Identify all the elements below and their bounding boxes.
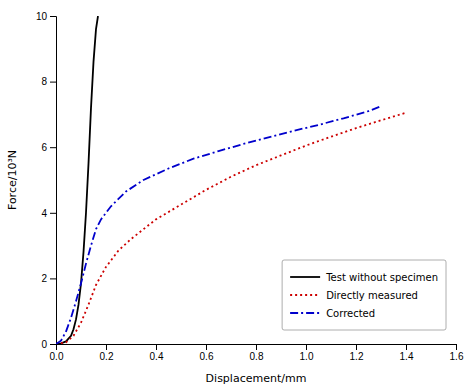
- x-axis-domain: [57, 345, 457, 351]
- legend-swatch: [290, 312, 320, 314]
- y-axis-tick: 8: [41, 76, 56, 87]
- x-axis-tick: 0.8: [250, 344, 264, 362]
- legend-frame: [282, 260, 446, 330]
- x-axis-tick: 1.6: [450, 344, 464, 362]
- x-axis-tick-mark: [106, 344, 107, 350]
- y-axis-tick: 0: [41, 339, 56, 350]
- x-axis-tick: 1.2: [350, 344, 364, 362]
- y-axis-tick: 10: [36, 11, 56, 22]
- legend-label: Corrected: [326, 308, 375, 319]
- y-axis-tick: 2: [41, 273, 56, 284]
- x-axis-tick-label: 1.2: [350, 351, 364, 362]
- x-axis-tick-mark: [306, 344, 307, 350]
- x-axis-title: Displacement/mm: [206, 372, 307, 385]
- y-axis-tick-label: 0: [41, 339, 47, 350]
- x-axis: 0.0 0.2 0.4 0.6 0.8 1.0 1.2 1.4 1.6: [50, 344, 464, 362]
- y-axis-tick-mark: [50, 82, 56, 83]
- x-axis-tick: 0.4: [150, 344, 164, 362]
- y-axis-tick-mark: [50, 344, 56, 345]
- x-axis-tick: 0.6: [200, 344, 214, 362]
- y-axis-tick-mark: [50, 147, 56, 148]
- series-line: [56, 113, 406, 344]
- series-line: [56, 106, 381, 344]
- x-axis-tick: 0.0: [50, 344, 64, 362]
- x-axis-tick: 1.0: [300, 344, 314, 362]
- y-axis-tick-mark: [50, 278, 56, 279]
- y-axis-tick-mark: [50, 213, 56, 214]
- x-axis-tick-mark: [406, 344, 407, 350]
- legend-swatch: [290, 294, 320, 296]
- x-axis-tick-label: 0.0: [50, 351, 64, 362]
- legend-label: Test without specimen: [325, 272, 438, 283]
- x-axis-tick-label: 0.2: [100, 351, 114, 362]
- x-axis-tick-label: 0.8: [250, 351, 264, 362]
- legend-label: Directly measured: [326, 290, 418, 301]
- y-axis-tick-label: 6: [41, 142, 47, 153]
- x-axis-tick: 0.2: [100, 344, 114, 362]
- y-axis: 0 2 4 6 8 10: [36, 11, 57, 350]
- y-axis-tick: 4: [41, 208, 56, 219]
- x-axis-tick-mark: [156, 344, 157, 350]
- x-axis-tick-label: 0.6: [200, 351, 214, 362]
- y-axis-domain: [50, 17, 57, 345]
- x-axis-tick-mark: [206, 344, 207, 350]
- legend: Test without specimen Directly measured Co…: [282, 260, 446, 330]
- y-axis-tick-label: 2: [41, 273, 47, 284]
- y-axis-tick-label: 4: [41, 208, 47, 219]
- x-axis-tick: 1.4: [400, 344, 414, 362]
- legend-swatch: [290, 276, 320, 278]
- x-axis-tick-label: 1.4: [400, 351, 414, 362]
- plot: 0.0 0.2 0.4 0.6 0.8 1.0 1.2 1.4 1.6 0 2 4 6 8 10 Test w…: [36, 11, 464, 362]
- x-axis-tick-mark: [256, 344, 257, 350]
- y-axis-tick-label: 10: [36, 11, 48, 22]
- y-axis-tick-label: 8: [41, 76, 47, 87]
- x-axis-tick-mark: [456, 344, 457, 350]
- y-axis-tick-mark: [50, 16, 56, 17]
- x-axis-tick-label: 0.4: [150, 351, 164, 362]
- y-axis-title: Force/10³N: [6, 150, 19, 210]
- y-axis-tick: 6: [41, 142, 56, 153]
- x-axis-tick-label: 1.0: [300, 351, 314, 362]
- x-axis-tick-label: 1.6: [450, 351, 464, 362]
- x-axis-tick-mark: [356, 344, 357, 350]
- chart: 0.0 0.2 0.4 0.6 0.8 1.0 1.2 1.4 1.6 0 2 4 6 8 10 Test w…: [0, 0, 474, 392]
